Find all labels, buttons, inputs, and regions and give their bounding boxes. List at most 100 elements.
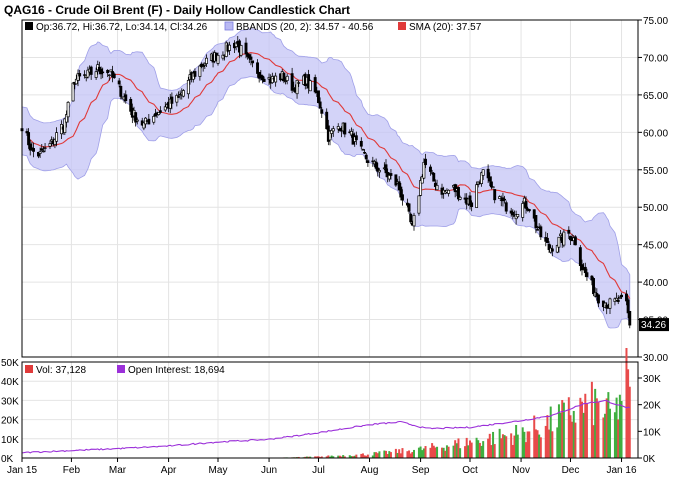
candle bbox=[597, 294, 600, 308]
volume-bar bbox=[373, 452, 376, 458]
volume-bar bbox=[488, 433, 491, 458]
candle-body bbox=[262, 78, 266, 82]
candle bbox=[376, 162, 380, 177]
volume-bar bbox=[297, 456, 300, 458]
candle-body bbox=[203, 63, 207, 66]
price-y-tick-label: 60.00 bbox=[643, 128, 668, 139]
volume-bar bbox=[343, 456, 346, 458]
sma-legend-swatch bbox=[398, 22, 406, 30]
volume-bar bbox=[330, 455, 333, 458]
volume-bar bbox=[521, 427, 524, 458]
volume-bar bbox=[567, 397, 570, 458]
candle-body bbox=[493, 189, 497, 201]
volume-bar bbox=[556, 427, 559, 458]
price-y-tick-label: 45.00 bbox=[643, 241, 668, 252]
candle-body bbox=[433, 182, 437, 187]
candle-body bbox=[282, 72, 286, 82]
candle bbox=[274, 72, 278, 87]
candle bbox=[124, 90, 128, 104]
candle bbox=[38, 147, 42, 158]
candle bbox=[480, 171, 483, 187]
candle bbox=[198, 64, 202, 81]
candle-body bbox=[419, 180, 423, 196]
candle bbox=[53, 138, 57, 149]
volume-bar bbox=[355, 454, 358, 458]
candle-body bbox=[181, 90, 185, 97]
candle bbox=[366, 159, 370, 167]
candle bbox=[503, 195, 507, 204]
candle bbox=[142, 122, 146, 131]
volume-bar bbox=[538, 434, 541, 458]
candle-body bbox=[386, 172, 390, 178]
volume-bar bbox=[320, 456, 323, 458]
candle bbox=[354, 131, 358, 145]
candle-body bbox=[420, 176, 424, 184]
candle-body bbox=[43, 147, 47, 149]
candle bbox=[267, 73, 271, 86]
candle bbox=[65, 110, 68, 128]
candle bbox=[407, 203, 411, 214]
volume-bar bbox=[408, 450, 411, 458]
candle-body bbox=[536, 229, 539, 231]
candle-body bbox=[389, 173, 393, 176]
candle bbox=[453, 183, 457, 198]
sma-legend: SMA (20): 37.57 bbox=[409, 22, 482, 33]
candle-body bbox=[295, 79, 299, 95]
candle bbox=[320, 107, 324, 118]
candle bbox=[43, 142, 47, 153]
candle bbox=[203, 62, 207, 70]
candle-body bbox=[394, 174, 398, 186]
volume-bar bbox=[431, 443, 434, 458]
candle bbox=[330, 128, 334, 138]
candle-body bbox=[359, 140, 363, 147]
candle-body bbox=[458, 196, 462, 200]
volume-bar bbox=[620, 400, 623, 458]
candle-body bbox=[364, 154, 368, 160]
candle-body bbox=[249, 56, 253, 60]
candle bbox=[457, 186, 460, 202]
candle bbox=[239, 44, 243, 58]
candle bbox=[424, 153, 427, 169]
candle bbox=[420, 174, 424, 184]
candle bbox=[112, 72, 116, 79]
candle bbox=[328, 130, 332, 146]
candle bbox=[386, 168, 390, 183]
volume-bar bbox=[361, 453, 364, 458]
candle-body bbox=[107, 74, 111, 77]
volume-bar bbox=[501, 434, 504, 458]
x-tick-label: Nov bbox=[512, 465, 530, 476]
candle bbox=[615, 292, 619, 302]
volume-bar bbox=[561, 400, 564, 458]
volume-bar bbox=[424, 446, 427, 458]
candle-body bbox=[384, 164, 388, 174]
candle-body bbox=[99, 68, 103, 75]
candle bbox=[89, 65, 93, 80]
volume-bar bbox=[434, 447, 437, 458]
candle-body bbox=[41, 150, 45, 153]
volume-bar bbox=[394, 448, 397, 458]
candle bbox=[433, 179, 437, 191]
candle-body bbox=[453, 184, 457, 193]
volume-bar bbox=[375, 452, 378, 458]
candle bbox=[290, 67, 294, 94]
candle bbox=[285, 73, 289, 85]
volume-bar bbox=[363, 455, 366, 458]
price-y-tick-label: 55.00 bbox=[643, 166, 668, 177]
candle-body bbox=[284, 80, 287, 83]
candle bbox=[282, 72, 286, 84]
volume-bar bbox=[352, 456, 355, 458]
candle bbox=[349, 127, 353, 138]
candle bbox=[361, 148, 365, 151]
candle bbox=[545, 232, 549, 243]
candle bbox=[343, 122, 347, 138]
candle bbox=[66, 101, 70, 123]
candle-body bbox=[401, 194, 404, 201]
candle bbox=[583, 262, 587, 278]
candle bbox=[493, 189, 497, 204]
volume-y-tick-label: 50K bbox=[1, 358, 19, 369]
candle-body bbox=[354, 135, 358, 141]
candle bbox=[117, 78, 121, 88]
candle bbox=[389, 168, 393, 180]
candle-body bbox=[409, 213, 413, 223]
candle-body bbox=[480, 172, 483, 184]
